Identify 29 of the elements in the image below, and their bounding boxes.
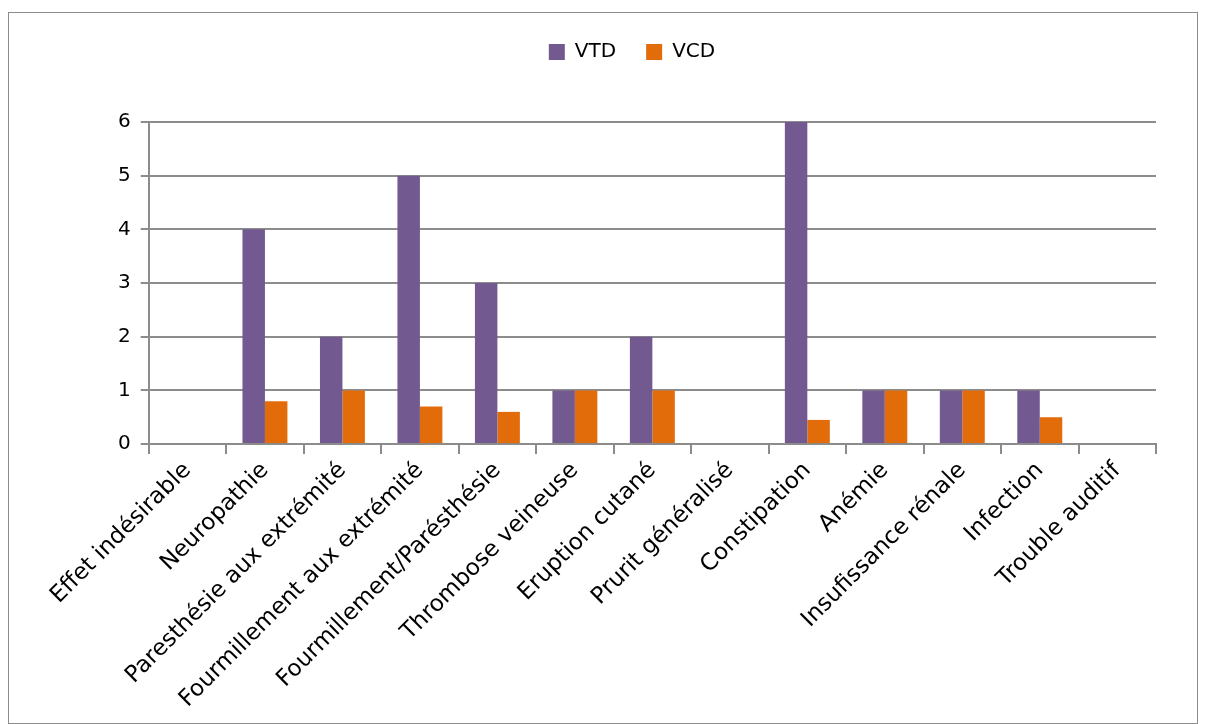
bar [574, 390, 598, 444]
bar [1017, 390, 1040, 444]
bar [652, 390, 675, 444]
bar [807, 419, 830, 444]
bar [264, 401, 288, 444]
y-tick-label: 4 [117, 215, 131, 240]
bar [342, 390, 365, 444]
bar [939, 390, 963, 444]
legend-label: VTD [574, 38, 617, 63]
bar [397, 175, 420, 444]
bar [419, 406, 443, 444]
bar [319, 336, 343, 444]
bar [552, 390, 575, 444]
bar [242, 229, 265, 444]
y-tick-label: 1 [117, 376, 131, 401]
y-tick-label: 3 [117, 269, 131, 294]
bar [862, 390, 885, 444]
bar [884, 390, 908, 444]
bar [497, 411, 520, 444]
bar [474, 283, 498, 444]
bar [962, 390, 985, 444]
legend-label: VCD [672, 38, 716, 63]
y-tick-label: 0 [117, 430, 131, 455]
bar [784, 122, 808, 444]
y-tick-label: 2 [117, 322, 131, 347]
y-tick-label: 6 [117, 108, 131, 133]
bar [1039, 417, 1063, 444]
bar [629, 336, 653, 444]
y-tick-label: 5 [117, 161, 131, 186]
